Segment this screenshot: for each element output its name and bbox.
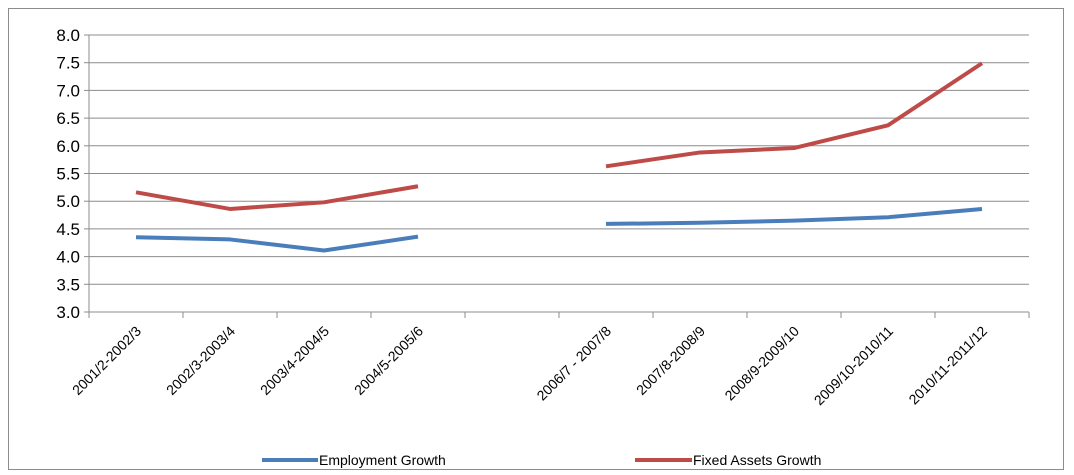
legend-label: Employment Growth	[319, 452, 446, 468]
y-tick-label: 6.5	[56, 109, 80, 128]
y-tick-label: 7.5	[56, 54, 80, 73]
series-line-employment-growth	[605, 206, 983, 226]
series-line-fixed-assets-growth	[135, 184, 419, 211]
x-tick-label: 2001/2-2002/3	[69, 323, 144, 398]
x-tick-label: 2002/3-2003/4	[163, 323, 238, 398]
x-tick-label: 2004/5-2005/6	[351, 323, 426, 398]
legend-label: Fixed Assets Growth	[693, 452, 821, 468]
y-tick-label: 3.0	[56, 303, 80, 322]
y-tick-label: 8.0	[56, 26, 80, 45]
y-tick-label: 7.0	[56, 81, 80, 100]
series-line-employment-growth	[135, 234, 419, 253]
x-tick-label: 2008/9-2009/10	[721, 323, 802, 404]
y-tick-label: 4.0	[56, 248, 80, 267]
y-tick-label: 6.0	[56, 137, 80, 156]
y-tick-label: 5.5	[56, 165, 80, 184]
x-tick-label: 2010/11-2011/12	[905, 323, 990, 408]
x-tick-label: 2006/7 - 2007/8	[533, 323, 614, 404]
x-tick-label: 2003/4-2004/5	[257, 323, 332, 398]
y-tick-label: 4.5	[56, 220, 80, 239]
series-line-fixed-assets-growth	[605, 61, 984, 169]
y-tick-label: 3.5	[56, 275, 80, 294]
x-tick-label: 2009/10-2010/11	[811, 323, 897, 409]
x-tick-label: 2007/8-2008/9	[633, 323, 708, 398]
y-tick-label: 5.0	[56, 192, 80, 211]
